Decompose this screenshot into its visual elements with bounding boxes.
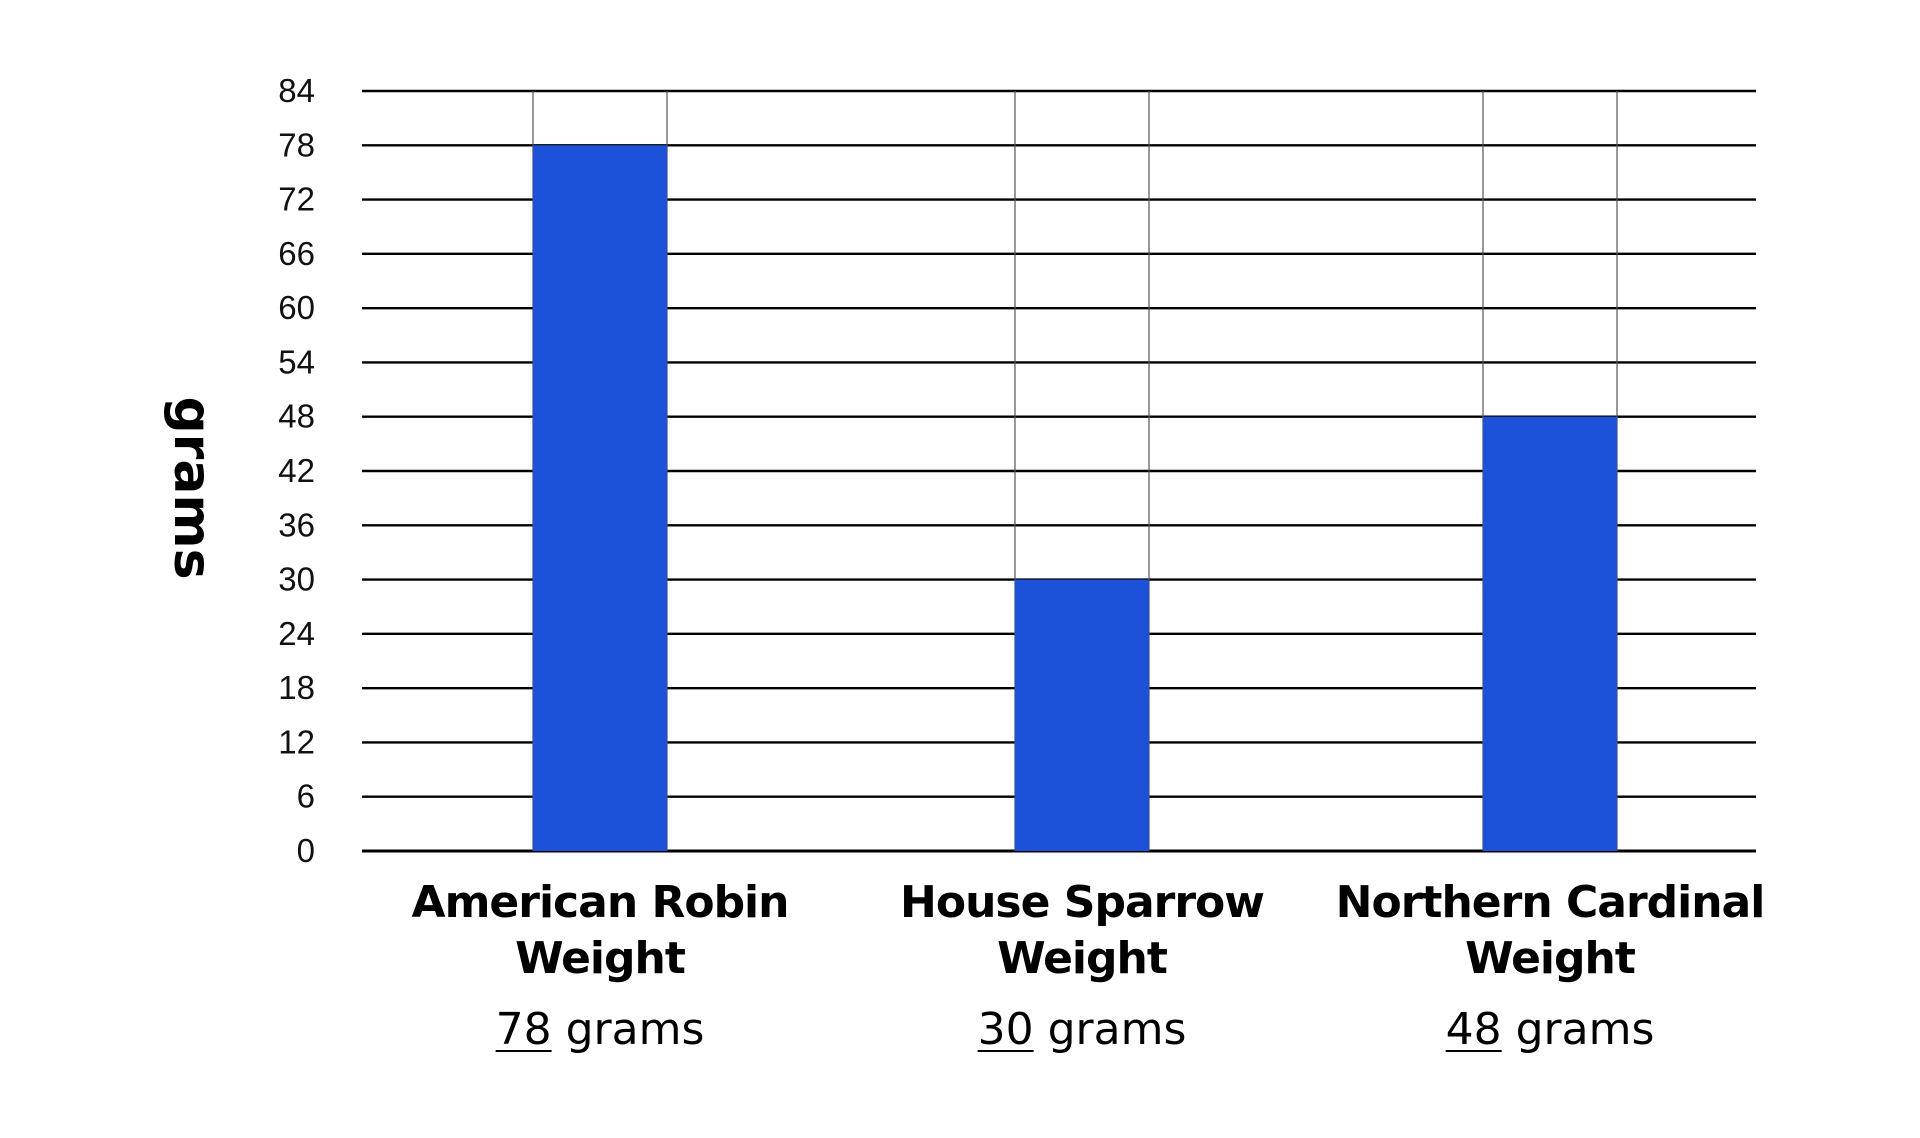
y-tick-label: 6 xyxy=(297,778,315,815)
bar-2 xyxy=(1483,416,1617,851)
y-tick-label: 30 xyxy=(278,561,315,598)
bar-1 xyxy=(1015,579,1149,851)
category-label-line2: Weight xyxy=(515,933,686,984)
category-label-line1: Northern Cardinal xyxy=(1336,877,1765,928)
y-axis-ticks: 0 6 12 18 24 30 36 42 48 54 60 66 72 78 84 xyxy=(278,72,315,869)
value-number: 30 xyxy=(978,1004,1034,1055)
y-tick-label: 42 xyxy=(278,452,315,489)
y-tick-label: 66 xyxy=(278,235,315,272)
y-tick-label: 72 xyxy=(278,181,315,218)
y-tick-label: 24 xyxy=(278,615,315,652)
y-tick-label: 60 xyxy=(278,289,315,326)
y-tick-label: 48 xyxy=(278,398,315,435)
y-tick-label: 36 xyxy=(278,506,315,543)
value-label: 30 grams xyxy=(978,1004,1187,1055)
category-label-line1: House Sparrow xyxy=(900,877,1264,928)
category-label-line1: American Robin xyxy=(412,877,789,928)
value-unit: grams xyxy=(1034,1004,1187,1055)
bar-0 xyxy=(533,145,667,852)
y-tick-label: 12 xyxy=(278,723,315,760)
value-unit: grams xyxy=(552,1004,705,1055)
y-tick-label: 18 xyxy=(278,669,315,706)
category-label-line2: Weight xyxy=(1465,933,1636,984)
value-label: 48 grams xyxy=(1446,1004,1655,1055)
value-number: 78 xyxy=(496,1004,552,1055)
y-tick-label: 78 xyxy=(278,126,315,163)
value-unit: grams xyxy=(1502,1004,1655,1055)
value-number: 48 xyxy=(1446,1004,1502,1055)
y-tick-label: 84 xyxy=(278,72,315,109)
y-tick-label: 0 xyxy=(297,832,315,869)
bars xyxy=(533,145,1617,852)
value-label: 78 grams xyxy=(496,1004,705,1055)
category-label-line2: Weight xyxy=(997,933,1168,984)
y-axis-title: grams xyxy=(162,396,222,579)
y-tick-label: 54 xyxy=(278,343,315,380)
